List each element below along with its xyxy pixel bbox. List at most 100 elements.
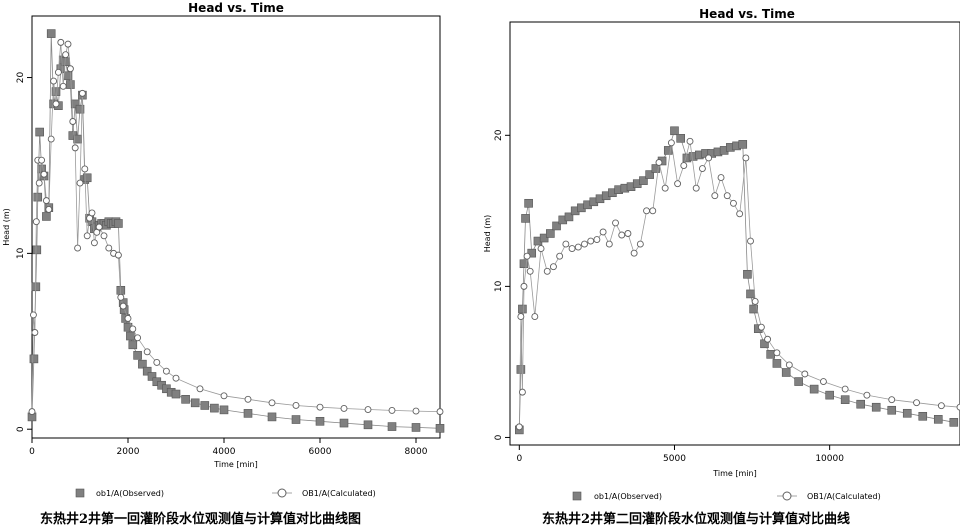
observed-point <box>315 416 325 426</box>
calculated-point <box>751 298 759 305</box>
calculated-point <box>268 399 276 407</box>
x-tick-label: 10000 <box>815 454 844 464</box>
calculated-point <box>674 180 682 188</box>
x-tick-label: 4000 <box>213 447 236 457</box>
calculated-point <box>69 118 77 125</box>
calculated-point <box>956 403 960 411</box>
observed-point <box>435 424 445 433</box>
x-tick-label: 0 <box>516 454 522 464</box>
calculated-point <box>62 51 70 59</box>
observed-point <box>190 398 200 408</box>
observed-point <box>29 354 39 364</box>
calculated-point <box>526 267 534 275</box>
calculated-point <box>643 207 651 215</box>
calculated-point <box>54 68 62 76</box>
observed-point <box>128 340 138 350</box>
observed-point <box>387 422 397 431</box>
observed-point <box>133 351 142 360</box>
observed-point <box>794 377 803 386</box>
observed-point <box>902 408 912 418</box>
calculated-point <box>863 391 871 399</box>
calculated-point <box>81 165 89 173</box>
x-tick-label: 2000 <box>117 447 140 457</box>
calculated-point <box>119 302 127 310</box>
calculated-point <box>568 245 576 253</box>
observed-point <box>749 304 758 314</box>
observed-point <box>70 99 80 109</box>
calculated-point <box>556 252 564 260</box>
observed-point <box>82 173 92 183</box>
y-tick-label: 10 <box>16 247 26 259</box>
series-0 <box>515 126 959 435</box>
calculated-point <box>28 408 36 416</box>
calculated-point <box>42 197 50 205</box>
calculated-point <box>117 293 125 301</box>
calculated-point <box>736 210 744 218</box>
observed-point <box>639 176 648 185</box>
observed-point <box>521 214 530 223</box>
observed-point <box>35 127 44 137</box>
observed-point <box>73 134 82 144</box>
calculated-point <box>785 361 793 369</box>
calculated-point <box>636 240 644 248</box>
observed-point <box>546 229 555 238</box>
observed-point <box>138 359 147 369</box>
x-axis-label: Time [min] <box>712 469 756 478</box>
observed-point <box>743 269 752 279</box>
observed-point <box>518 304 527 314</box>
calculated-point <box>78 89 86 97</box>
calculated-point <box>316 403 324 411</box>
calculated-point <box>129 325 137 333</box>
observed-point <box>142 366 152 376</box>
calculated-point <box>76 179 84 187</box>
calculated-point <box>698 165 706 172</box>
observed-point <box>746 289 755 299</box>
legend-label: ob1/A(Observed) <box>96 489 164 498</box>
observed-point <box>809 384 819 394</box>
calculated-point <box>38 156 46 164</box>
legend-label: OB1/A(Calculated) <box>302 489 376 498</box>
observed-point <box>126 331 135 341</box>
y-tick-label: 20 <box>494 129 504 141</box>
observed-point <box>781 368 791 377</box>
calculated-point <box>599 228 607 236</box>
y-tick-label: 0 <box>16 426 26 432</box>
observed-point <box>42 212 51 221</box>
calculated-point <box>105 244 113 252</box>
observed-point <box>519 259 529 269</box>
calculated-point <box>162 367 170 375</box>
calculated-point <box>64 40 72 48</box>
calculated-point <box>124 314 132 322</box>
x-tick-label: 8000 <box>405 447 428 457</box>
calculated-point <box>742 154 750 162</box>
observed-point <box>651 164 661 173</box>
legend-calculated-marker <box>277 488 287 498</box>
calculated-point <box>220 392 228 400</box>
calculated-point <box>574 243 582 251</box>
calculated-point <box>562 240 570 248</box>
calculated-point <box>134 334 142 342</box>
calculated-point <box>523 252 531 260</box>
observed-point <box>210 403 219 413</box>
calculated-point <box>711 192 719 200</box>
observed-point <box>887 405 897 415</box>
chart-panel-first-stage: Head vs. Time 0 2000 4000 6000 8000 0 10 20 Time … <box>0 0 470 527</box>
calculated-point <box>686 137 694 145</box>
calculated-point <box>655 159 663 166</box>
calculated-point <box>937 402 945 410</box>
y-axis-label: Head (m) <box>2 208 11 246</box>
calculated-point <box>95 223 103 231</box>
observed-point <box>171 389 181 399</box>
observed-point <box>75 104 85 114</box>
calculated-point <box>153 358 161 366</box>
figure-caption: 东热井2井第一回灌阶段水位观测值与计算值对比曲线图 <box>40 512 362 527</box>
calculated-point <box>74 244 82 252</box>
calculated-point <box>518 388 526 396</box>
observed-point <box>46 29 56 38</box>
chart-title: Head vs. Time <box>188 1 284 15</box>
calculated-point <box>59 82 67 90</box>
observed-point <box>933 415 943 424</box>
y-tick-label: 20 <box>16 72 26 84</box>
observed-point <box>114 219 123 228</box>
chart-title: Head vs. Time <box>699 7 795 21</box>
